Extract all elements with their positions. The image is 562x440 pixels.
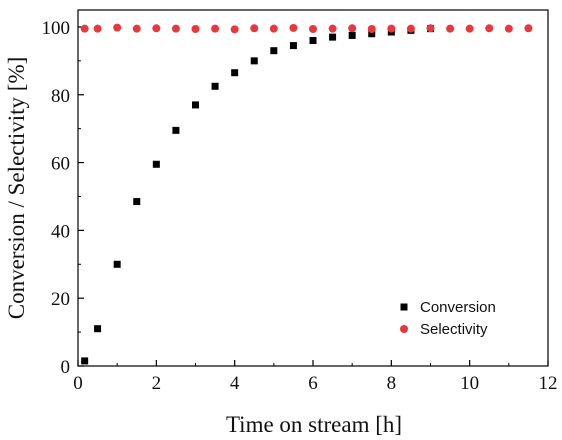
selectivity-point — [406, 24, 415, 33]
selectivity-point — [465, 24, 474, 33]
selectivity-point — [269, 24, 278, 33]
legend-conversion-marker — [400, 303, 408, 311]
conversion-point — [348, 31, 356, 39]
selectivity-point — [309, 24, 317, 33]
conversion-point — [211, 82, 219, 90]
selectivity-point — [113, 23, 122, 32]
x-tick-label: 4 — [230, 373, 240, 394]
conversion-point — [192, 101, 199, 109]
selectivity-point — [426, 24, 435, 33]
y-axis-title: Conversion / Selectivity [%] — [4, 57, 29, 320]
conversion-point — [231, 69, 239, 77]
legend-selectivity-label: Selectivity — [420, 321, 488, 338]
x-tick-label: 6 — [308, 373, 318, 394]
selectivity-point — [152, 24, 161, 33]
selectivity-point — [348, 24, 357, 33]
selectivity-point — [230, 25, 239, 34]
conversion-point — [368, 30, 376, 38]
selectivity-point — [191, 24, 200, 33]
conversion-point — [329, 33, 337, 41]
conversion-point — [81, 357, 89, 365]
selectivity-point — [250, 24, 259, 33]
x-tick-label: 10 — [460, 373, 479, 394]
conversion-point — [94, 325, 102, 333]
x-tick-label: 12 — [539, 373, 558, 394]
y-tick-label: 100 — [42, 18, 71, 39]
y-tick-label: 20 — [51, 289, 70, 310]
selectivity-point — [524, 24, 533, 33]
y-tick-label: 80 — [51, 86, 70, 107]
selectivity-point — [80, 24, 89, 33]
x-tick-label: 2 — [152, 373, 162, 394]
selectivity-point — [485, 24, 494, 33]
conversion-point — [270, 47, 278, 55]
legend-conversion-label: Conversion — [420, 299, 496, 316]
y-tick-label: 0 — [61, 357, 71, 378]
conversion-point — [289, 42, 297, 50]
legend-selectivity-marker — [400, 325, 408, 333]
selectivity-point — [446, 24, 455, 33]
x-axis-title: Time on stream [h] — [226, 412, 402, 437]
selectivity-point — [211, 24, 220, 33]
x-tick-label: 0 — [73, 373, 83, 394]
conversion-point — [309, 37, 317, 45]
selectivity-point — [132, 24, 141, 33]
x-tick-label: 8 — [387, 373, 397, 394]
y-tick-label: 40 — [51, 221, 70, 242]
selectivity-point — [289, 23, 298, 32]
conversion-point — [113, 260, 121, 268]
conversion-point — [172, 126, 180, 134]
selectivity-point — [328, 24, 337, 33]
selectivity-point — [171, 24, 180, 33]
selectivity-point — [504, 24, 513, 33]
conversion-point — [250, 57, 258, 65]
selectivity-point — [367, 24, 376, 33]
conversion-point — [133, 198, 141, 206]
y-tick-label: 60 — [51, 154, 70, 175]
conversion-point — [152, 160, 160, 168]
selectivity-point — [93, 24, 102, 33]
selectivity-point — [387, 24, 396, 33]
